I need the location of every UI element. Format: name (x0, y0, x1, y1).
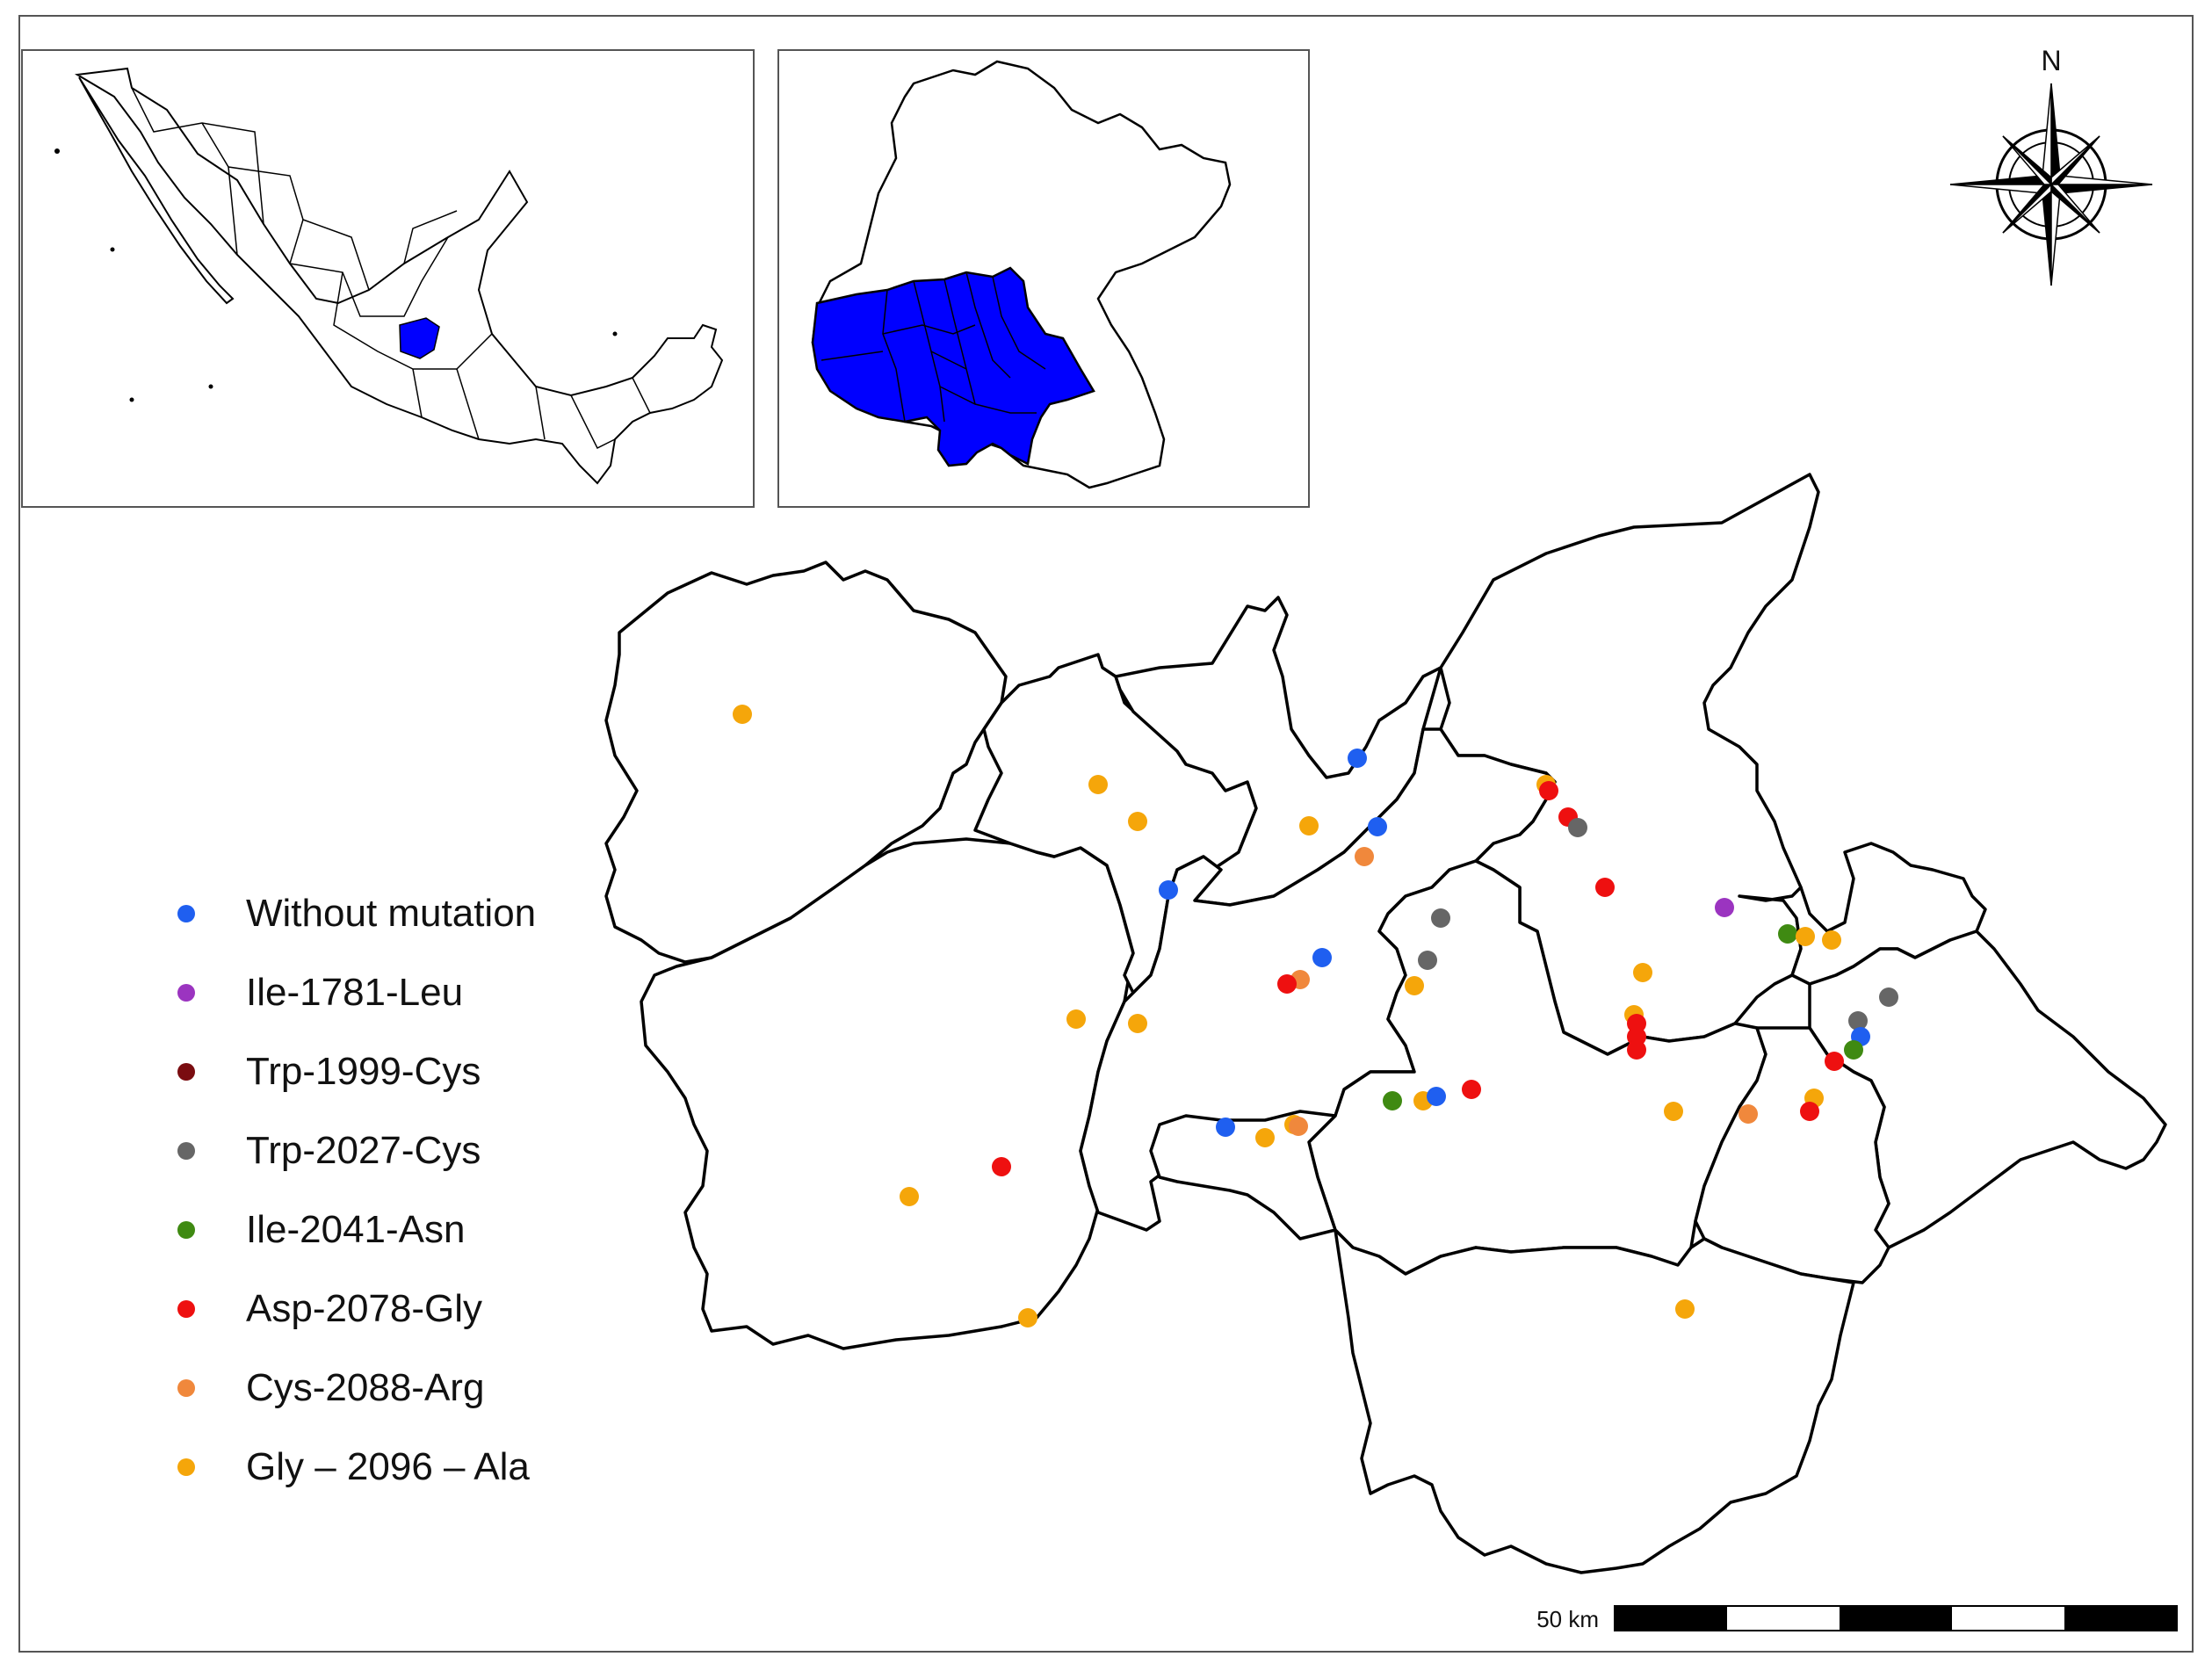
mexico-highlighted-state (399, 317, 440, 359)
sample-point-gly2096 (1128, 1014, 1147, 1033)
legend-swatch-gly2096 (177, 1458, 195, 1476)
municipality-northwest (604, 561, 1008, 964)
sample-point-cys2088 (1289, 1117, 1308, 1136)
island-marker (54, 148, 60, 154)
sample-point-gly2096 (1664, 1102, 1683, 1121)
sample-point-gly2096 (1088, 775, 1108, 794)
figure-frame (18, 15, 2194, 1653)
scale-bar: 50 km (1536, 1605, 2178, 1632)
sample-point-trp2027 (1568, 818, 1587, 837)
sample-point-trp2027 (1431, 908, 1450, 928)
state-inset (777, 49, 1310, 508)
municipality-south (1334, 1228, 1855, 1574)
legend-swatch-trp2027 (177, 1142, 195, 1160)
state-municipality-borders (820, 271, 1046, 423)
sample-point-ile2041 (1844, 1040, 1863, 1060)
sample-point-without (1216, 1118, 1235, 1137)
sample-point-gly2096 (1018, 1308, 1037, 1327)
sample-point-gly2096 (1066, 1009, 1086, 1029)
compass-rose: N (1949, 45, 2153, 286)
legend-swatch-asp2078 (177, 1300, 195, 1318)
legend-label-asp2078: Asp-2078-Gly (246, 1287, 482, 1330)
sample-point-without (1312, 948, 1332, 967)
sample-point-asp2078 (1462, 1080, 1481, 1099)
sample-point-gly2096 (733, 705, 752, 724)
sample-point-asp2078 (1595, 878, 1615, 897)
municipality-southwest (640, 837, 1135, 1350)
sample-point-gly2096 (1633, 963, 1652, 982)
scale-bar-label: 50 km (1536, 1606, 1599, 1632)
sample-point-gly2096 (1255, 1128, 1275, 1147)
sample-point-asp2078 (1627, 1040, 1646, 1060)
sample-point-asp2078 (1539, 781, 1558, 800)
mexico-outline (74, 67, 724, 485)
compass-north-label: N (2041, 45, 2061, 76)
legend-label-trp1999: Trp-1999-Cys (246, 1050, 481, 1093)
legend-swatch-ile1781 (177, 984, 195, 1002)
sample-points (733, 705, 1898, 1327)
legend-label-gly2096: Gly – 2096 – Ala (246, 1445, 530, 1488)
sample-point-trp2027 (1418, 951, 1437, 970)
legend-swatch-cys2088 (177, 1379, 195, 1397)
mexico-inset (21, 49, 755, 508)
sample-point-without (1427, 1087, 1446, 1106)
sample-point-gly2096 (1405, 976, 1424, 995)
scale-bar-segment (2064, 1606, 2177, 1631)
sample-point-asp2078 (1277, 974, 1297, 994)
sample-point-trp2027 (1879, 987, 1898, 1007)
legend-label-cys2088: Cys-2088-Arg (246, 1366, 484, 1409)
sample-point-ile2041 (1778, 924, 1797, 944)
state-highlighted-region (811, 266, 1095, 467)
sample-point-cys2088 (1355, 847, 1374, 866)
sample-point-gly2096 (1796, 927, 1815, 946)
sample-point-without (1159, 880, 1178, 900)
mexico-state-borders (131, 87, 651, 450)
sample-point-ile2041 (1383, 1091, 1402, 1110)
legend-label-ile1781: Ile-1781-Leu (246, 971, 463, 1014)
legend-label-ile2041: Ile-2041-Asn (246, 1208, 465, 1251)
legend-swatch-trp1999 (177, 1063, 195, 1081)
sample-point-gly2096 (1675, 1299, 1695, 1319)
sample-point-gly2096 (1128, 812, 1147, 831)
scale-bar-segment (1615, 1606, 1727, 1631)
island-marker (208, 384, 213, 389)
sample-point-asp2078 (992, 1157, 1011, 1176)
municipality-far-east-small (1738, 842, 1987, 986)
legend-label-trp2027: Trp-2027-Cys (246, 1129, 481, 1172)
legend-label-without: Without mutation (246, 892, 536, 935)
sample-point-without (1368, 817, 1387, 836)
sample-point-without (1348, 749, 1367, 768)
sample-point-gly2096 (900, 1187, 919, 1206)
sample-point-asp2078 (1825, 1052, 1844, 1071)
sample-point-asp2078 (1800, 1102, 1819, 1121)
island-marker (129, 397, 134, 402)
main-map (604, 473, 2167, 1574)
baja-california (78, 76, 235, 305)
island-marker (110, 247, 115, 252)
sample-point-gly2096 (1299, 816, 1319, 836)
legend: Without mutation Ile-1781-Leu Trp-1999-Cys… (177, 892, 536, 1488)
sample-point-ile1781 (1715, 898, 1734, 917)
sample-point-gly2096 (1822, 930, 1841, 950)
island-marker (612, 331, 618, 336)
sample-point-trp2027 (1848, 1011, 1868, 1031)
legend-swatch-ile2041 (177, 1221, 195, 1239)
legend-swatch-without (177, 905, 195, 922)
municipality-south-west-small (1149, 1110, 1337, 1241)
sample-point-cys2088 (1739, 1104, 1758, 1124)
scale-bar-segment (1840, 1606, 1952, 1631)
